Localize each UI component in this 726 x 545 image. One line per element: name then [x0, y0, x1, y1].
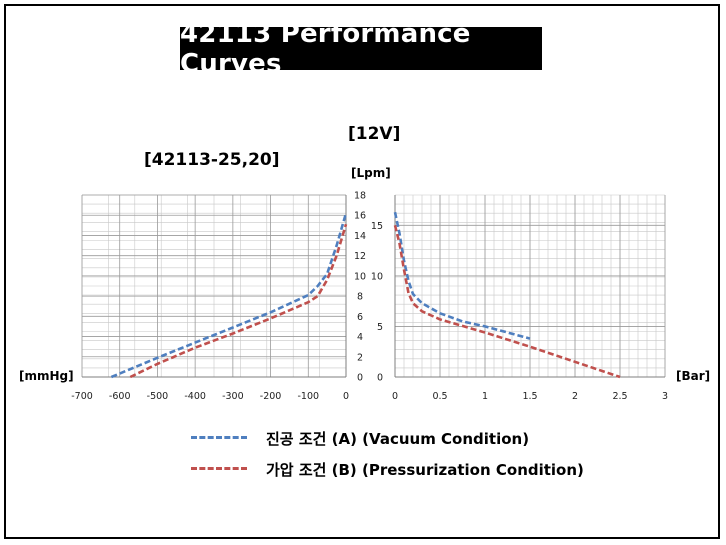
- x-tick-label: -700: [71, 391, 93, 402]
- left-unit-label: [mmHg]: [19, 369, 74, 383]
- pressure-series-line-right: [393, 224, 621, 379]
- y-tick-label: 0: [377, 373, 383, 384]
- x-tick-label: 2.5: [612, 391, 627, 402]
- flow-unit-label: [Lpm]: [351, 166, 391, 180]
- legend-vacuum-label: 진공 조건 (A) (Vacuum Condition): [266, 430, 530, 448]
- x-tick-label: 1.5: [522, 391, 537, 402]
- x-tick-label: -400: [184, 391, 206, 402]
- x-tick-label: -600: [109, 391, 131, 402]
- y-tick-label: 4: [357, 332, 363, 343]
- x-tick-label: 1: [482, 391, 488, 402]
- y-tick-label: 12: [354, 251, 366, 262]
- x-tick-label: -300: [222, 391, 244, 402]
- legend-pressure-label: 가압 조건 (B) (Pressurization Condition): [266, 461, 584, 479]
- y-tick-label: 10: [371, 271, 383, 282]
- y-tick-label: 0: [357, 373, 363, 384]
- vacuum-series-line-left: [110, 212, 348, 379]
- y-tick-label: 5: [377, 322, 383, 333]
- y-tick-label: 15: [371, 221, 383, 232]
- legend-pressure-line: [191, 467, 247, 470]
- voltage-label: [12V]: [348, 124, 401, 144]
- x-tick-label: -100: [298, 391, 320, 402]
- right-unit-label: [Bar]: [676, 369, 711, 383]
- slide-frame: [4, 4, 720, 539]
- x-tick-label: 3: [662, 391, 668, 402]
- vacuum-series-line-right: [393, 211, 531, 340]
- y-tick-label: 6: [357, 312, 363, 323]
- x-tick-label: 0: [392, 391, 398, 402]
- y-tick-label: 8: [357, 292, 363, 303]
- y-tick-label: 16: [354, 211, 366, 222]
- x-tick-label: 0: [343, 391, 349, 402]
- y-tick-label: 14: [354, 231, 366, 242]
- legend-vacuum-line: [191, 436, 247, 439]
- model-label: [42113-25,20]: [144, 150, 280, 170]
- x-tick-label: -500: [147, 391, 169, 402]
- y-tick-label: 10: [354, 271, 366, 282]
- x-tick-label: -200: [260, 391, 282, 402]
- pressure-series-line-left: [129, 223, 348, 379]
- x-tick-label: 0.5: [432, 391, 447, 402]
- y-tick-label: 2: [357, 352, 363, 363]
- x-tick-label: 2: [572, 391, 578, 402]
- y-tick-label: 18: [354, 191, 366, 202]
